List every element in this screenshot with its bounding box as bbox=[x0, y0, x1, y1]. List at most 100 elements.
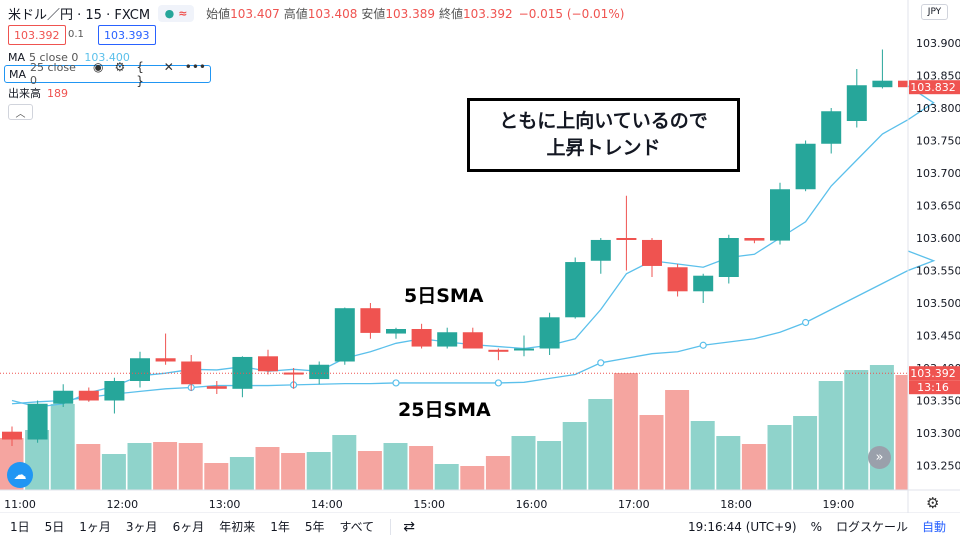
price-tick-label: 103.250 bbox=[916, 460, 960, 473]
volume-bar bbox=[844, 370, 869, 490]
timeframe-button[interactable]: すべて bbox=[339, 520, 375, 534]
divider bbox=[390, 518, 392, 535]
market-status-pill[interactable]: ● ≈ bbox=[158, 5, 195, 22]
candle-body bbox=[488, 349, 509, 352]
volume-bar bbox=[76, 444, 101, 490]
scroll-to-realtime-button[interactable]: » bbox=[868, 446, 891, 469]
timeframe-button[interactable]: 5日 bbox=[44, 520, 65, 534]
timeframe-button[interactable]: 1ヶ月 bbox=[79, 520, 111, 534]
timeframe-button[interactable]: 6ヶ月 bbox=[172, 520, 205, 534]
volume-bar bbox=[255, 447, 280, 490]
annotation-line-2: 上昇トレンド bbox=[546, 137, 661, 159]
volume-bar bbox=[306, 452, 331, 490]
symbol-title[interactable]: 米ドル／円 · 15 · FXCM bbox=[8, 8, 151, 23]
candle-body bbox=[462, 332, 483, 349]
buy-price-box[interactable]: 103.393 bbox=[98, 25, 156, 45]
timeframe-button[interactable]: 1年 bbox=[270, 520, 290, 534]
volume-legend[interactable]: 出来高 189 bbox=[4, 84, 72, 102]
last-price-label: 103.832 bbox=[910, 81, 956, 94]
clock[interactable]: 19:16:44 (UTC+9) bbox=[688, 519, 797, 534]
price-tick-label: 103.550 bbox=[916, 265, 960, 278]
gear-icon[interactable]: ⚙ bbox=[926, 494, 940, 512]
volume-bar bbox=[127, 443, 152, 490]
timeframe-button[interactable]: 5年 bbox=[304, 520, 325, 534]
ma25-name: MA bbox=[9, 67, 27, 81]
change-value: −0.015 (−0.01%) bbox=[518, 6, 625, 21]
open-value: 103.407 bbox=[230, 6, 280, 21]
remove-icon[interactable]: ✕ bbox=[163, 60, 174, 74]
volume-bar bbox=[434, 464, 459, 490]
candle-body bbox=[872, 80, 893, 88]
price-tick-label: 103.900 bbox=[916, 37, 960, 50]
volume-value: 189 bbox=[47, 86, 68, 100]
current-price-label: 103.392 bbox=[910, 367, 956, 380]
candle-body bbox=[770, 189, 790, 241]
settings-icon[interactable]: ⚙ bbox=[114, 60, 126, 74]
price-tick-label: 103.600 bbox=[916, 232, 960, 245]
timeframe-list: 1日 5日 1ヶ月 3ヶ月 6ヶ月 年初来 1年 5年 すべて bbox=[0, 518, 374, 535]
ma25-params: 25 close 0 bbox=[30, 61, 76, 87]
ma25-line bbox=[11, 250, 936, 405]
volume-bar bbox=[357, 451, 382, 490]
ma5-value: 103.400 bbox=[84, 50, 130, 64]
eye-icon[interactable]: ◉ bbox=[93, 60, 104, 74]
timeframe-button[interactable]: 3ヶ月 bbox=[125, 520, 158, 534]
current-price-label-bg bbox=[909, 366, 960, 381]
more-icon[interactable]: ••• bbox=[184, 60, 206, 74]
volume-bar bbox=[665, 390, 690, 490]
volume-bar bbox=[485, 456, 510, 490]
log-scale-toggle[interactable]: ログスケール bbox=[835, 520, 908, 534]
ma25-line-marker bbox=[494, 379, 502, 387]
source-code-icon[interactable]: { } bbox=[136, 60, 144, 88]
candle-body bbox=[258, 356, 278, 372]
volume-bar bbox=[229, 457, 254, 490]
candle-body bbox=[667, 267, 688, 292]
time-tick-label: 17:00 bbox=[618, 498, 650, 511]
sell-price-box[interactable]: 103.392 bbox=[8, 25, 66, 45]
timeframe-button[interactable]: 1日 bbox=[10, 520, 30, 534]
spread-value: 0.1 bbox=[68, 29, 84, 40]
ma25-annotation[interactable]: 25日SMA bbox=[398, 399, 491, 421]
time-tick-label: 12:00 bbox=[106, 498, 138, 511]
ma25-line-marker bbox=[597, 359, 605, 367]
timeframe-button[interactable]: 年初来 bbox=[219, 520, 256, 534]
ma25-line-marker bbox=[392, 379, 400, 387]
volume-bar bbox=[50, 404, 75, 490]
price-tick-label: 103.500 bbox=[916, 297, 960, 310]
volume-bar bbox=[793, 416, 818, 490]
price-tick-label: 103.450 bbox=[916, 330, 960, 343]
candle-body bbox=[181, 361, 202, 385]
candle-body bbox=[283, 372, 304, 375]
candle-body bbox=[437, 332, 458, 347]
market-open-icon: ● bbox=[164, 7, 175, 20]
compare-range-icon[interactable]: ⇄ bbox=[403, 518, 415, 535]
volume-bar bbox=[613, 373, 638, 490]
annotation-box[interactable]: ともに上向いているので 上昇トレンド bbox=[467, 98, 740, 172]
volume-bar bbox=[460, 466, 485, 490]
price-tick-label: 103.350 bbox=[916, 395, 960, 408]
time-tick-label: 13:00 bbox=[209, 498, 241, 511]
ma5-legend[interactable]: MA 5 close 0 103.400 bbox=[4, 48, 134, 66]
ma25-legend[interactable]: MA 25 close 0 ◉ ⚙ { } ✕ ••• bbox=[4, 60, 211, 88]
volume-bar bbox=[101, 454, 126, 490]
tradingview-logo[interactable]: ☁ bbox=[7, 462, 33, 488]
auto-scale-toggle[interactable]: 自動 bbox=[921, 520, 946, 534]
volume-bar bbox=[511, 436, 536, 490]
close-label: 終値 bbox=[439, 7, 464, 21]
candle-body bbox=[718, 238, 739, 277]
volume-bar bbox=[383, 443, 408, 490]
ma5-annotation[interactable]: 5日SMA bbox=[404, 285, 484, 307]
collapse-legend-button[interactable]: ︿ bbox=[8, 104, 33, 120]
chart-canvas[interactable]: 103.250 103.300 103.350 103.400 103.450 103.5… bbox=[0, 0, 960, 513]
candle-body bbox=[821, 111, 842, 144]
price-tick-label: 103.750 bbox=[916, 135, 960, 148]
high-label: 高値 bbox=[283, 7, 308, 21]
currency-button[interactable]: JPY bbox=[921, 4, 948, 20]
candle-body bbox=[514, 348, 534, 351]
candle-body bbox=[565, 262, 586, 318]
price-tick-label: 103.800 bbox=[916, 102, 960, 115]
price-tick-label: 103.850 bbox=[916, 70, 960, 83]
bar-countdown-label-bg bbox=[909, 380, 960, 395]
percent-toggle[interactable]: % bbox=[810, 519, 822, 534]
